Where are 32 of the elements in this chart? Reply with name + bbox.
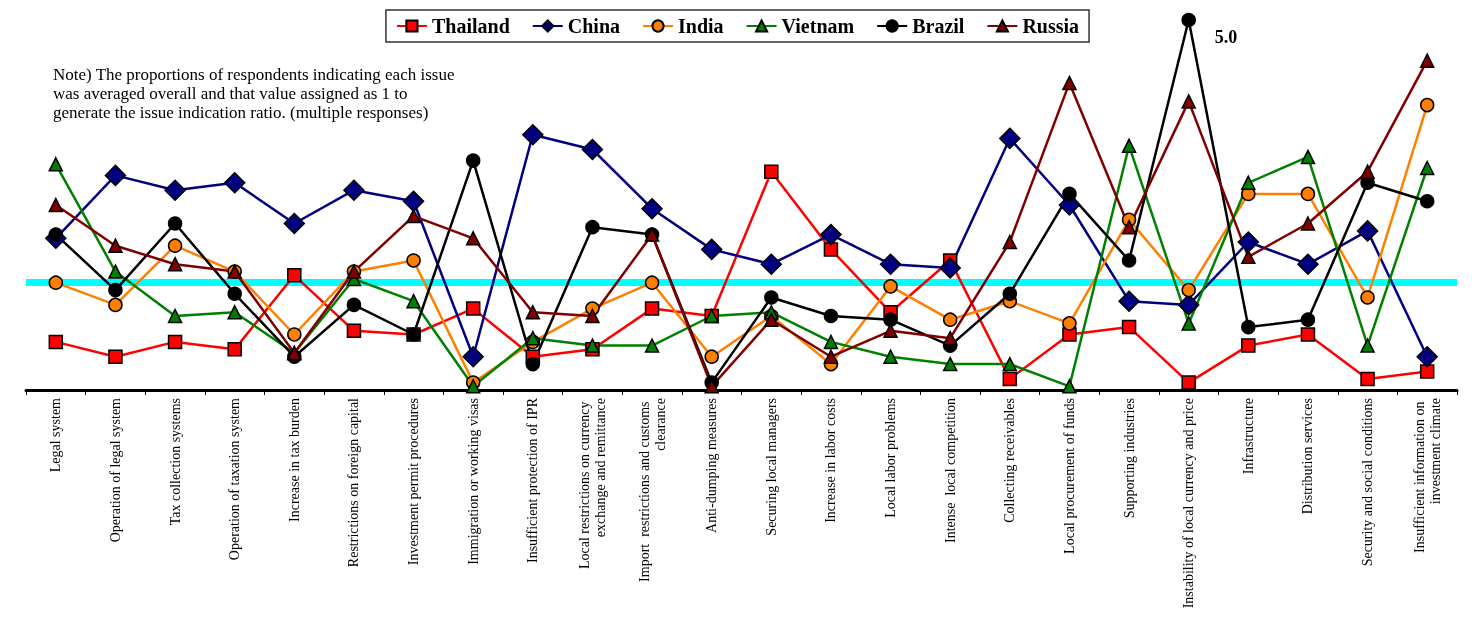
x-tick-label: Security and social conditions	[1360, 398, 1376, 567]
x-tick-label: Operation of legal system	[107, 397, 123, 543]
x-tick-label: Intense local competition	[942, 398, 958, 544]
x-tick-label: Investment permit procedures	[406, 398, 422, 566]
x-tick-label: Distribution services	[1300, 398, 1316, 515]
legend-label: Brazil	[912, 15, 965, 37]
x-tick-label: Increase in labor costs	[823, 398, 839, 523]
x-tick-label: Instability of local currency and price	[1181, 398, 1197, 609]
x-tick-label: Insufficient information on investment climate	[1411, 398, 1443, 553]
x-tick-label: Operation of taxation system	[227, 397, 243, 561]
legend-label: Vietnam	[781, 15, 855, 37]
x-tick-label: Restrictions on foreign capital	[346, 397, 362, 568]
x-tick-label: Local procurement of funds	[1061, 398, 1077, 554]
x-tick-label: Local restrictions on currency exchange and remittance	[576, 398, 608, 570]
annotation: Note) The proportions of respondents indicating each issue was averaged overall and that value assigned as 1 to generate the issue indication ratio. (multiple responses)	[53, 65, 455, 122]
x-tick-label: Collecting receivables	[1002, 398, 1018, 523]
legend-label: China	[567, 15, 621, 37]
legend-label: Russia	[1022, 15, 1080, 37]
legend-label: India	[678, 15, 724, 37]
legend-label: Thailand	[431, 15, 510, 37]
x-tick-label: Supporting industries	[1121, 398, 1137, 519]
x-tick-label: Import restrictions and customs clearance	[636, 398, 668, 582]
x-tick-label: Increase in tax burden	[286, 398, 302, 522]
x-tick-label: Anti-dumping measures	[704, 398, 720, 533]
x-tick-label: Legal system	[48, 397, 64, 473]
x-tick-label: Tax collection systems	[167, 398, 183, 526]
x-tick-label: Insufficient protection of IPR	[525, 397, 541, 563]
x-tick-label: Securing local managers	[763, 398, 779, 536]
x-tick-label: Immigration or working visas	[465, 398, 481, 565]
x-tick-label: Local labor problems	[883, 398, 899, 518]
annotation: 5.0	[1214, 27, 1238, 47]
x-tick-label: Infrastructure	[1240, 398, 1256, 475]
